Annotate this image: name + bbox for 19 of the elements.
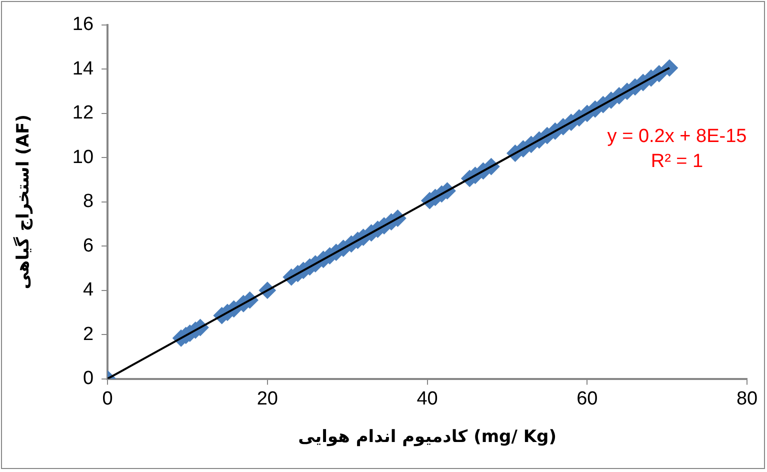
x-tick-label: 20 [256, 388, 278, 410]
y-tick-label: 2 [82, 324, 94, 345]
x-tick-label: 40 [416, 388, 438, 410]
y-tick-label: 10 [72, 146, 94, 168]
y-tick-label: 8 [82, 191, 94, 212]
point [660, 59, 678, 76]
y-tick-label: 14 [72, 58, 94, 80]
x-axis-title: کادمیوم اندام هوایی (mg/ Kg) [298, 427, 556, 448]
y-tick-label: 16 [72, 14, 94, 36]
annotation: R² = 1 [650, 151, 704, 172]
annotation: y = 0.2x + 8E-15 [607, 126, 747, 147]
y-axis-title: استخراج گیاهی (AF) [12, 114, 34, 290]
y-tick-label: 0 [82, 368, 94, 390]
y-tick-label: 6 [82, 235, 94, 256]
x-tick-label: 0 [102, 388, 113, 410]
x-tick-label: 60 [576, 388, 598, 410]
y-tick-label: 4 [82, 280, 94, 301]
y-tick-label: 12 [72, 102, 94, 124]
x-tick-label: 80 [736, 388, 758, 410]
